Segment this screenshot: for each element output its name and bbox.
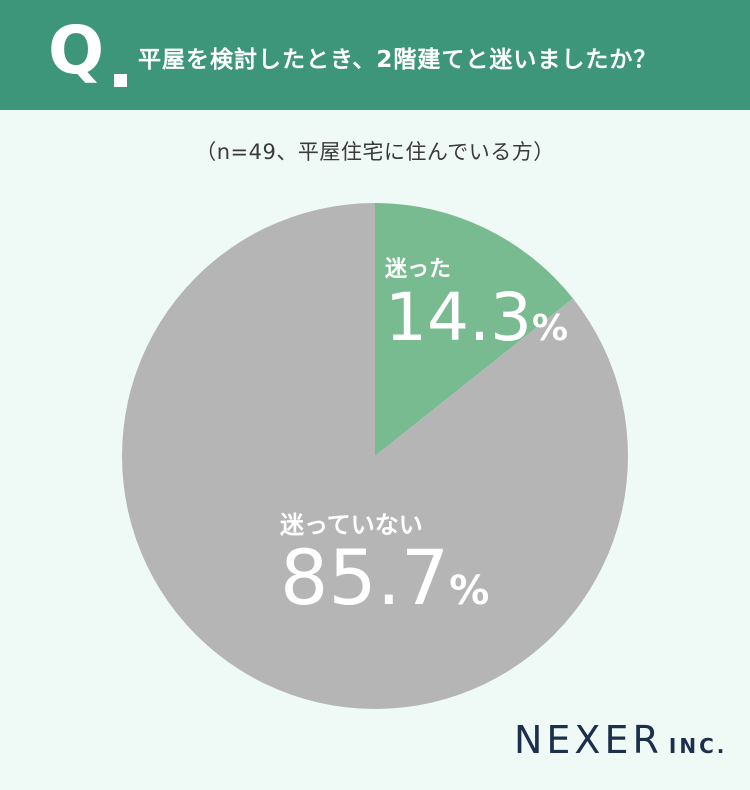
slice-value-1: 14.3% (385, 279, 568, 356)
company-logo: NEXER INC. (514, 718, 727, 762)
slice-label-1: 迷った (384, 257, 451, 282)
logo-main: NEXER (514, 718, 663, 762)
pie-slice-2 (122, 203, 628, 710)
question-text: 平屋を検討したとき、2階建てと迷いましたか？ (138, 47, 658, 73)
slice-value-2: 85.7% (280, 533, 489, 622)
logo-sub: INC. (668, 734, 728, 758)
sample-note: （n=49、平屋住宅に住んでいる方） (195, 140, 555, 164)
q-dot (114, 74, 127, 87)
question-header: Q 平屋を検討したとき、2階建てと迷いましたか？ (0, 0, 750, 110)
pie-slice-1 (375, 203, 573, 456)
slice-label-2: 迷っていない (280, 511, 423, 539)
q-letter: Q (48, 12, 105, 89)
